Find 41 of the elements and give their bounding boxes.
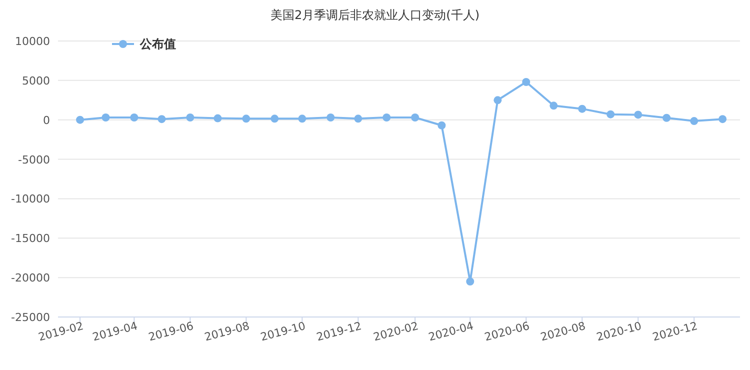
x-tick-label: 2020-08 xyxy=(539,319,587,344)
y-tick-label: 5000 xyxy=(22,74,50,88)
point xyxy=(550,102,558,110)
y-tick-label: 0 xyxy=(43,114,50,127)
y-tick-label: -5000 xyxy=(18,153,50,166)
y-tick-label: -20000 xyxy=(11,272,50,285)
point xyxy=(354,114,362,123)
x-tick-label: 2019-12 xyxy=(315,319,363,344)
y-tick-label: -15000 xyxy=(11,232,50,246)
point xyxy=(662,114,671,122)
y-tick-label: 10000 xyxy=(15,35,50,48)
point xyxy=(494,96,502,104)
point xyxy=(718,115,727,124)
point xyxy=(466,278,474,286)
point xyxy=(411,113,420,122)
point xyxy=(690,117,698,126)
legend-label: 公布值 xyxy=(139,37,176,51)
point xyxy=(102,113,110,122)
point xyxy=(298,114,306,123)
point xyxy=(186,113,194,122)
x-tick-label: 2019-08 xyxy=(203,319,251,344)
point xyxy=(578,104,586,113)
point xyxy=(76,116,84,124)
point xyxy=(438,121,446,130)
point xyxy=(326,113,335,122)
point xyxy=(634,110,642,119)
x-tick-label: 2020-02 xyxy=(372,319,420,344)
chart-title: 美国2月季调后非农就业人口变动(千人) xyxy=(270,8,480,22)
point xyxy=(130,113,138,122)
point xyxy=(270,114,279,123)
x-tick-label: 2019-10 xyxy=(259,319,307,344)
x-tick-label: 2020-12 xyxy=(651,319,699,344)
point xyxy=(214,114,222,122)
x-tick-label: 2020-10 xyxy=(595,319,643,344)
point xyxy=(606,110,615,118)
point xyxy=(242,114,250,123)
point xyxy=(382,113,391,122)
y-tick-label: -25000 xyxy=(11,311,50,324)
y-tick-label: -10000 xyxy=(11,192,50,206)
point xyxy=(522,78,530,86)
point xyxy=(158,115,166,124)
